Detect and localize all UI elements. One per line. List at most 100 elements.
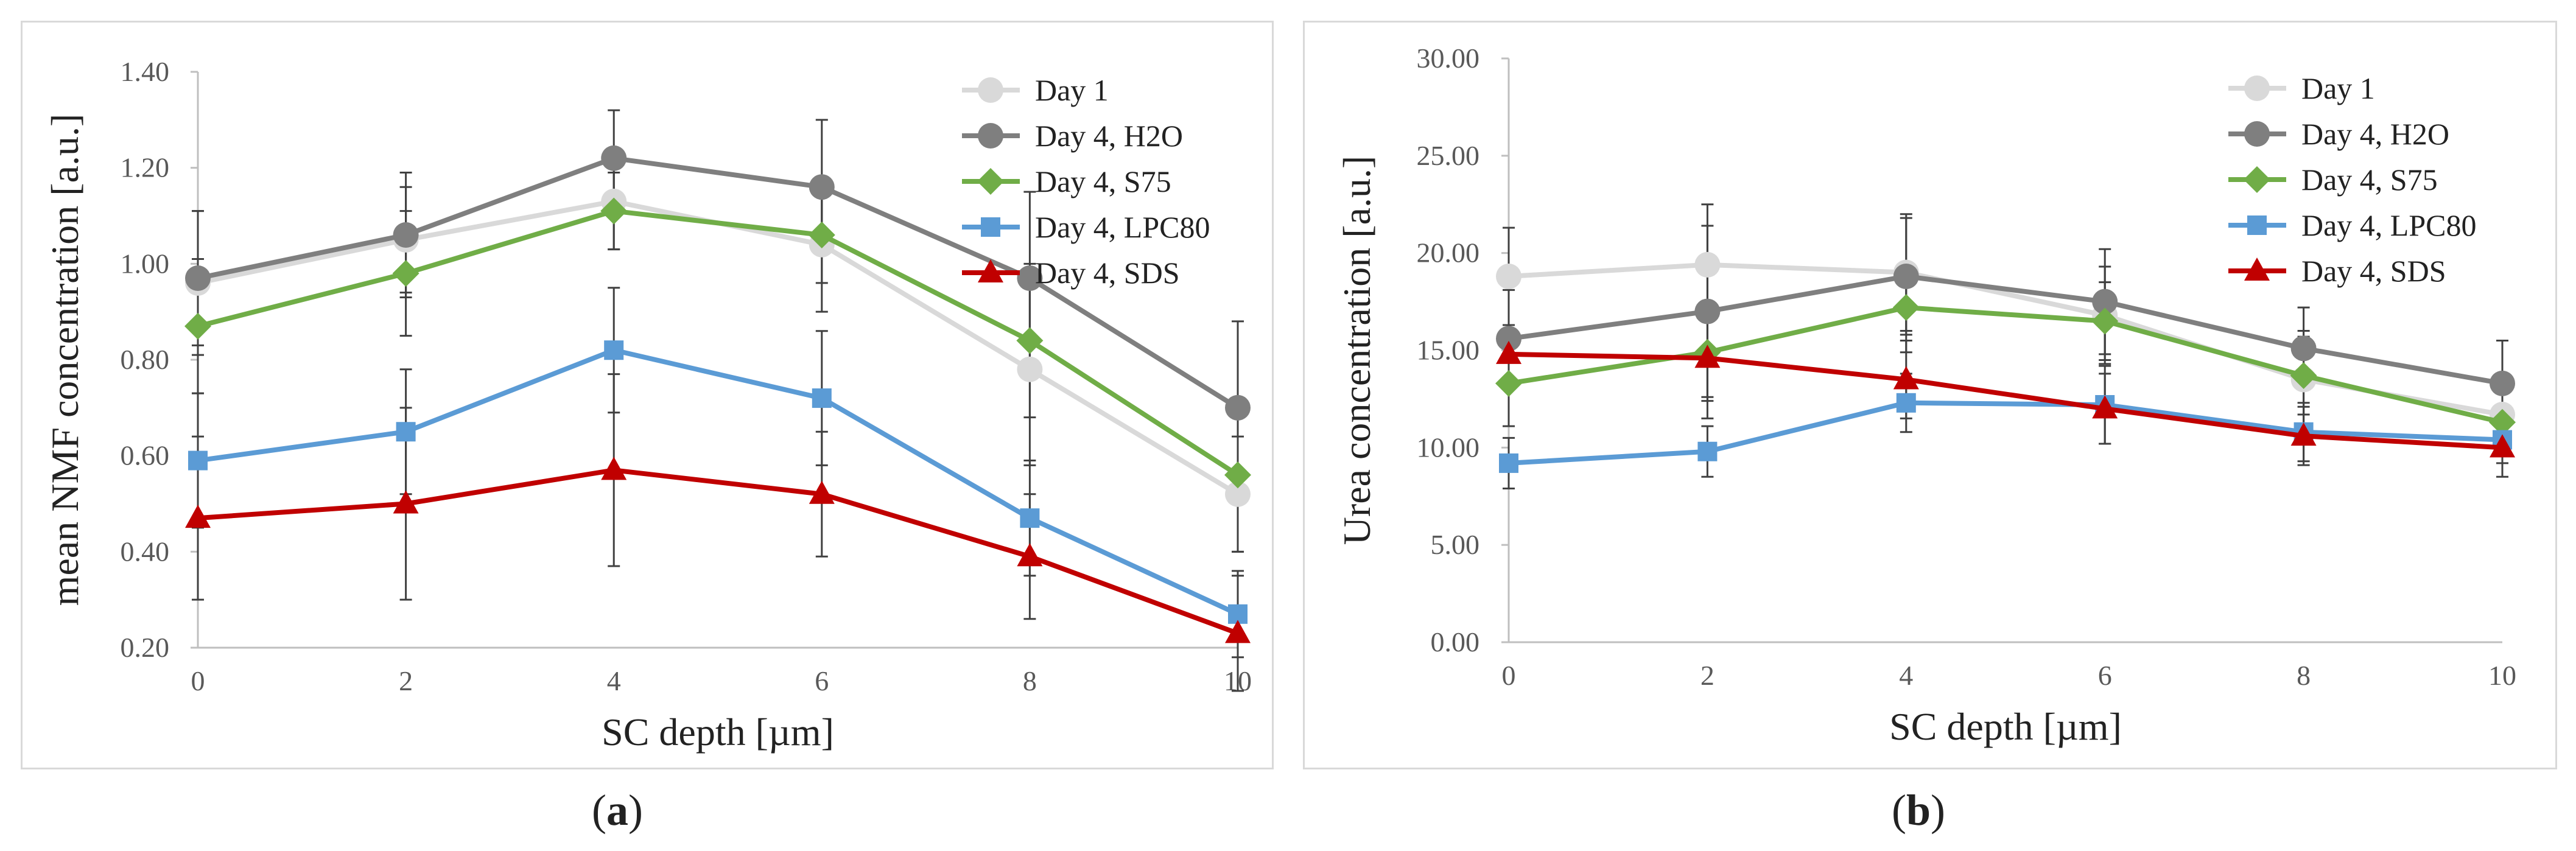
series-line: [197, 155, 1240, 410]
data-point: [600, 197, 628, 225]
data-point: [601, 457, 627, 480]
y-tick-label: 1.20: [121, 152, 170, 183]
data-point: [1892, 294, 1920, 321]
y-tick-label: 25.00: [1417, 140, 1480, 171]
y-tick-label: 1.00: [121, 248, 170, 279]
data-point: [1017, 265, 1043, 291]
data-point: [2092, 395, 2118, 419]
y-tick-label: 1.40: [121, 56, 170, 87]
data-point: [1694, 345, 1721, 368]
data-point: [809, 480, 835, 504]
legend-swatch-marker: [2247, 215, 2267, 235]
data-point: [1496, 340, 1521, 364]
legend-entry: Day 1: [2301, 71, 2375, 105]
data-point: [185, 505, 211, 528]
y-tick-label: 0.00: [1431, 626, 1480, 657]
legend-entry: Day 4, SDS: [1035, 256, 1180, 290]
legend-entry: Day 4, LPC80: [1035, 210, 1210, 244]
series-line: [1508, 351, 2503, 450]
legend-swatch-marker: [977, 168, 1004, 195]
chart-panel-b: [1303, 21, 2557, 769]
y-tick-label: 0.60: [121, 440, 170, 471]
caption-b: (b): [1891, 786, 1945, 835]
x-tick-label: 0: [1502, 660, 1516, 691]
data-point: [393, 490, 419, 514]
x-tick-label: 4: [607, 665, 621, 696]
data-point: [1016, 327, 1044, 354]
data-point: [1893, 366, 1919, 390]
legend-swatch-marker: [978, 123, 1003, 149]
data-point: [2290, 422, 2317, 446]
data-point: [188, 450, 208, 471]
x-axis-title: SC depth [µm]: [602, 710, 834, 754]
series-line: [197, 468, 1239, 636]
y-tick-label: 10.00: [1417, 432, 1480, 463]
data-point: [808, 222, 835, 249]
y-tick-label: 30.00: [1417, 43, 1480, 74]
chart-panel-a: [21, 21, 1274, 769]
x-tick-label: 4: [1899, 660, 1913, 691]
data-point: [1893, 264, 1919, 290]
series-line: [197, 348, 1239, 617]
x-tick-label: 10: [2488, 660, 2516, 691]
legend-swatch-marker: [978, 77, 1003, 103]
x-tick-label: 0: [191, 665, 205, 696]
data-point: [812, 388, 832, 408]
y-tick-label: 15.00: [1417, 335, 1480, 366]
data-point: [2091, 307, 2119, 335]
legend-entry: Day 4, S75: [2301, 163, 2438, 197]
chart-b: 0.00 5.00 10.00 15.00 20.00 25.00 30.00 0 2 4 6 8 10…: [1335, 43, 2516, 748]
data-point: [1694, 251, 1721, 278]
y-axis-title: mean NMF concentration [a.u.]: [43, 114, 86, 606]
data-point: [1495, 369, 1522, 397]
data-point: [2489, 408, 2516, 436]
data-point: [396, 422, 416, 442]
data-point: [604, 340, 624, 360]
data-point: [1896, 393, 1916, 413]
data-point: [185, 265, 211, 291]
data-point: [1020, 508, 1040, 528]
x-tick-label: 2: [399, 665, 413, 696]
data-point: [1496, 326, 1521, 352]
x-tick-label: 8: [1023, 665, 1037, 696]
data-point: [1697, 441, 1718, 461]
data-point: [1017, 543, 1043, 567]
y-tick-label: 0.20: [121, 632, 170, 663]
data-point: [601, 145, 627, 171]
legend-swatch-marker: [2244, 166, 2270, 193]
x-tick-label: 8: [2297, 660, 2311, 691]
legend-swatch-marker: [2244, 257, 2270, 281]
legend-entry: Day 4, LPC80: [2301, 208, 2477, 242]
data-point: [2290, 335, 2317, 362]
legend-entry: Day 4, SDS: [2301, 254, 2446, 288]
caption-a: (a): [592, 786, 643, 835]
data-point: [1496, 264, 1521, 290]
data-point: [1225, 481, 1251, 507]
legend-swatch-marker: [981, 217, 1000, 237]
x-axis-title: SC depth [µm]: [1889, 705, 2122, 748]
data-point: [184, 312, 211, 340]
x-tick-label: 6: [815, 665, 829, 696]
data-point: [1225, 620, 1251, 643]
series-line: [197, 208, 1240, 477]
x-tick-label: 6: [2098, 660, 2112, 691]
data-point: [1017, 356, 1043, 382]
legend-entry: Day 4, S75: [1035, 164, 1171, 198]
legend-entry: Day 4, H2O: [2301, 117, 2449, 151]
data-point: [393, 222, 419, 248]
y-tick-label: 5.00: [1431, 529, 1480, 560]
series-line: [1508, 400, 2503, 466]
series-line: [1508, 274, 2503, 386]
legend-swatch-marker: [2244, 75, 2270, 101]
legend-swatch-marker: [978, 259, 1003, 282]
data-point: [1225, 394, 1251, 421]
y-tick-label: 0.40: [121, 536, 170, 567]
data-point: [1694, 298, 1721, 324]
x-tick-label: 2: [1700, 660, 1714, 691]
y-tick-label: 0.80: [121, 344, 170, 375]
data-point: [2490, 434, 2515, 458]
data-point: [392, 260, 419, 287]
data-point: [809, 174, 835, 200]
